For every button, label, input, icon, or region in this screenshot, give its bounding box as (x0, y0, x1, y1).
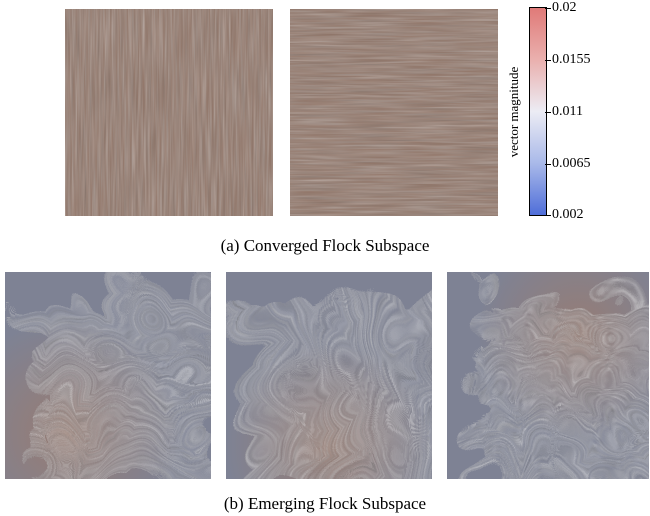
colorbar-tick (545, 8, 551, 9)
emerging-flock-panel-2 (226, 272, 432, 479)
caption-a: (a) Converged Flock Subspace (220, 236, 430, 255)
colorbar-tick-label: 0.0065 (552, 156, 591, 171)
emerging-flock-panel-3 (447, 272, 649, 479)
colorbar-tick-label: 0.011 (552, 104, 583, 119)
emerging-flock-panel-1 (5, 272, 211, 479)
colorbar-tick-label: 0.02 (552, 0, 577, 15)
converged-flock-panel-2 (290, 9, 498, 216)
colorbar-label: vector magnitude (506, 66, 521, 158)
colorbar-tick-label: 0.0155 (552, 52, 591, 67)
converged-flock-panel-1 (65, 9, 273, 216)
caption-b: (b) Emerging Flock Subspace (223, 494, 427, 513)
colorbar-tick (545, 164, 551, 165)
colorbar-tick (545, 215, 551, 216)
colorbar-tick-label: 0.002 (552, 207, 584, 222)
colorbar-tick (545, 60, 551, 61)
colorbar-tick (545, 112, 551, 113)
colorbar (529, 7, 547, 216)
